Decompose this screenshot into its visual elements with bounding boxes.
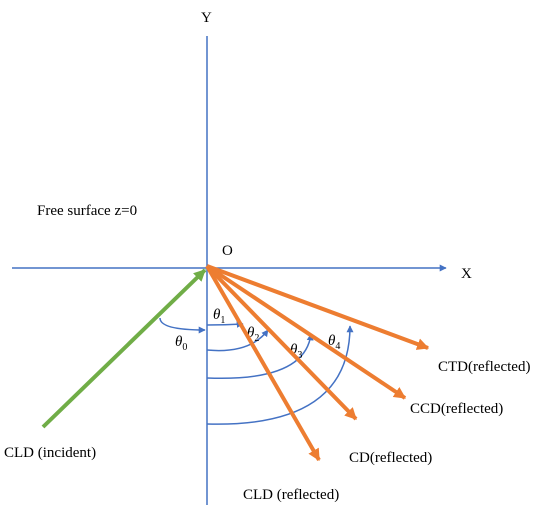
angle-label-theta4: θ4: [328, 333, 340, 352]
cld-reflected-arrow: [205, 265, 321, 462]
angle-arc-theta3: [206, 333, 314, 380]
y-axis-label: Y: [201, 10, 212, 26]
incident-wave-label: CLD (incident): [4, 445, 96, 461]
angle-arc-theta2: [206, 329, 269, 352]
cld-reflected-label: CLD (reflected): [243, 487, 339, 503]
origin-label: O: [222, 243, 233, 259]
incident-wave-arrow: [41, 268, 207, 429]
ccd-reflected-label: CCD(reflected): [410, 401, 503, 417]
ccd-reflected-arrow: [205, 264, 407, 400]
ctd-reflected-label: CTD(reflected): [438, 359, 530, 375]
cd-reflected-arrow: [205, 264, 358, 421]
cd-reflected-label: CD(reflected): [349, 450, 432, 466]
x-axis-label: X: [461, 266, 472, 282]
angle-arc-theta0: [159, 317, 206, 334]
free-surface-label: Free surface z=0: [37, 203, 137, 219]
angle-arc-theta4: [206, 325, 354, 425]
angle-label-theta3: θ3: [290, 342, 302, 361]
ctd-reflected-arrow: [206, 264, 430, 350]
angle-label-theta2: θ2: [247, 325, 259, 344]
angle-label-theta1: θ1: [213, 307, 225, 326]
angle-label-theta0: θ0: [175, 334, 187, 353]
